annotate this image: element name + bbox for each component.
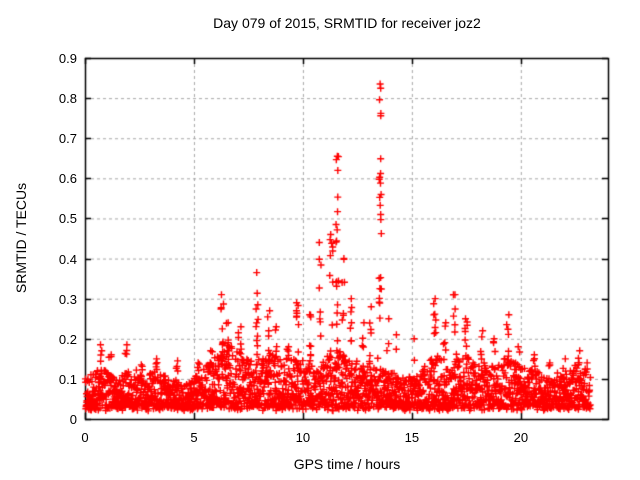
chart-title: Day 079 of 2015, SRMTID for receiver joz… [213,15,481,31]
y-tick-label: 0.7 [58,131,77,147]
y-tick-label: 0.5 [58,211,77,227]
x-axis-label: GPS time / hours [293,456,401,472]
y-tick-label: 0.4 [58,251,77,267]
x-tick-label: 15 [404,430,420,445]
y-tick-label: 0.6 [58,171,77,187]
x-tick-label: 20 [513,430,529,445]
y-tick-label: 0.8 [58,91,77,107]
y-axis-label: SRMTID / TECUs [13,182,29,294]
y-tick-label: 0.9 [58,51,77,66]
y-tick-label: 0.3 [58,291,77,307]
y-tick-label: 0 [69,412,77,427]
x-tick-label: 5 [190,430,198,445]
y-tick-label: 0.2 [58,331,77,347]
x-tick-label: 0 [81,430,89,445]
x-tick-label: 10 [295,430,311,445]
y-tick-label: 0.1 [58,371,77,387]
